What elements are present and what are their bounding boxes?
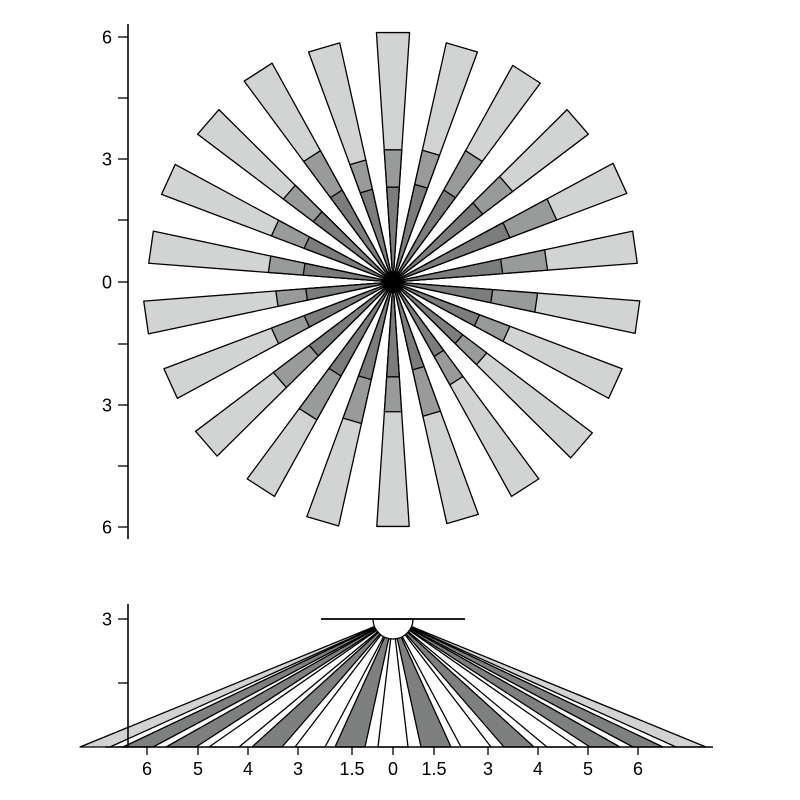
x-tick-label: 0 [388,759,398,779]
x-tick-label: 6 [142,759,152,779]
radial-blade [393,282,493,303]
x-tick-label: 4 [533,759,543,779]
x-tick-label: 6 [633,759,643,779]
y-tick-label: 3 [102,395,112,415]
y-tick-label: 3 [102,149,112,169]
radial-blade [303,263,393,282]
radial-blade [306,282,393,300]
x-tick-label: 5 [583,759,593,779]
x-tick-label: 3 [483,759,493,779]
y-tick-label: 6 [102,27,112,47]
top-view-plot [144,33,640,527]
y-tick-label: 0 [102,272,112,292]
side-view-plot [80,619,706,747]
x-tick-label: 3 [293,759,303,779]
figure-canvas: 6 3 0 3 6 3 6 5 4 3 1.5 0 1.5 3 4 5 6 [0,0,800,800]
y-tick-label: 6 [102,517,112,537]
radial-blade [393,259,503,282]
x-tick-label: 1.5 [339,759,364,779]
x-tick-label: 4 [243,759,253,779]
x-tick-label: 1.5 [421,759,446,779]
y-tick-label: 3 [102,609,112,629]
x-tick-label: 5 [193,759,203,779]
